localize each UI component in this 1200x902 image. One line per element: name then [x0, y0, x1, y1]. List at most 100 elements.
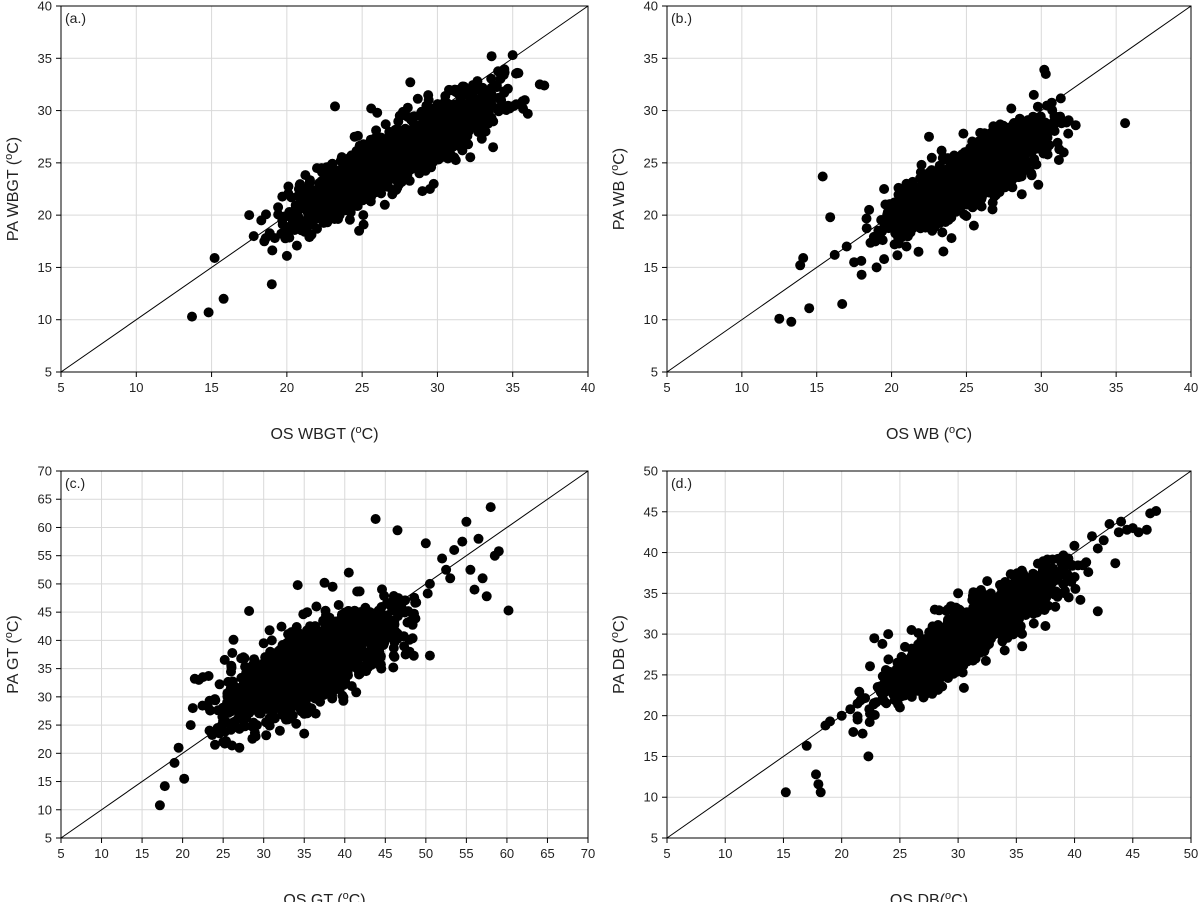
scatter-point: [259, 236, 270, 247]
scatter-point: [915, 167, 926, 178]
scatter-point: [290, 660, 301, 671]
scatter-point: [325, 682, 336, 693]
scatter-point: [331, 616, 342, 627]
scatter-point: [440, 121, 450, 132]
scatter-point: [239, 721, 250, 732]
scatter-point: [269, 713, 280, 724]
scatter-point: [424, 578, 435, 589]
x-tick-label: 15: [809, 380, 823, 395]
scatter-point: [958, 128, 969, 139]
scatter-point: [424, 650, 435, 661]
scatter-point: [983, 136, 993, 147]
scatter-point: [218, 715, 229, 726]
scatter-point: [327, 641, 338, 652]
scatter-point: [1042, 149, 1053, 160]
scatter-point: [1006, 141, 1017, 152]
scatter-point: [351, 646, 362, 657]
panel-label: (b.): [671, 10, 692, 26]
scatter-point: [251, 720, 262, 731]
scatter-point: [1033, 179, 1044, 190]
scatter-point: [284, 232, 295, 243]
scatter-point: [396, 134, 407, 145]
scatter-point: [436, 149, 447, 160]
scatter-point: [861, 223, 872, 234]
scatter-point: [893, 182, 904, 193]
scatter-point: [218, 293, 229, 304]
scatter-point: [370, 514, 381, 524]
scatter-point: [479, 117, 490, 128]
y-tick-label: 15: [644, 260, 658, 275]
scatter-point: [326, 164, 337, 174]
scatter-point: [348, 611, 359, 622]
y-tick-label: 55: [38, 548, 52, 563]
y-tick-label: 50: [38, 576, 52, 591]
scatter-point: [309, 200, 320, 211]
x-tick-label: 20: [280, 380, 294, 395]
scatter-point: [959, 163, 970, 174]
y-tick-label: 40: [644, 0, 658, 14]
scatter-point: [457, 536, 468, 547]
scatter-point: [363, 172, 374, 183]
gridlines: [667, 471, 1191, 838]
scatter-point: [954, 155, 965, 166]
scatter-point: [1055, 93, 1066, 104]
scatter-point: [392, 525, 403, 536]
plot-frame: [60, 5, 589, 373]
scatter-point: [987, 204, 998, 215]
y-tick-label: 20: [644, 208, 658, 223]
scatter-point: [285, 628, 295, 639]
scatter-point: [485, 502, 496, 513]
scatter-point: [1058, 147, 1069, 158]
scatter-point: [449, 545, 460, 555]
x-tick-label: 45: [378, 846, 392, 861]
scatter-point: [310, 708, 321, 719]
scatter-point: [845, 704, 856, 715]
scatter-point: [251, 693, 262, 704]
scatter-point: [299, 636, 310, 647]
scatter-point: [227, 648, 238, 658]
scatter-point: [481, 591, 492, 602]
scatter-point: [267, 245, 278, 256]
scatter-point: [380, 119, 391, 130]
y-tick-label: 35: [38, 661, 52, 676]
panel-3: 5 10 15 20 25 30 35 40 45 50 55 60 65 705101520253035…: [3, 464, 595, 902]
scatter-point: [861, 213, 872, 224]
scatter-point: [390, 625, 400, 636]
scatter-point: [327, 629, 338, 640]
scatter-point: [226, 719, 237, 730]
scatter-point: [388, 662, 399, 673]
scatter-point: [370, 638, 381, 649]
scatter-point: [1070, 120, 1081, 131]
scatter-point: [940, 207, 951, 218]
scatter-point: [298, 609, 309, 620]
x-tick-label: 25: [216, 846, 230, 861]
scatter-point: [440, 91, 451, 101]
scatter-point: [841, 241, 852, 252]
scatter-point: [248, 231, 259, 242]
scatter-point: [462, 105, 473, 116]
x-tick-label: 15: [204, 380, 218, 395]
scatter-point: [325, 213, 336, 224]
y-tick-label: 30: [38, 103, 52, 118]
y-tick-label: 5: [45, 831, 52, 846]
scatter-point: [299, 728, 310, 739]
scatter-point: [292, 580, 303, 591]
scatter-point: [256, 215, 267, 226]
scatter-point: [270, 660, 281, 671]
data-points: [780, 506, 1162, 798]
scatter-point: [913, 198, 924, 209]
scatter-point: [187, 703, 198, 714]
scatter-point: [322, 173, 333, 184]
scatter-point: [909, 209, 919, 220]
scatter-point: [877, 226, 888, 237]
scatter-point: [440, 129, 451, 140]
scatter-point: [310, 676, 321, 687]
scatter-point: [486, 51, 497, 62]
y-tick-label: 70: [38, 464, 52, 479]
scatter-point: [334, 169, 344, 180]
y-tick-label: 35: [644, 51, 658, 66]
y-tick-label: 15: [38, 774, 52, 789]
scatter-point: [1053, 155, 1064, 165]
scatter-point: [971, 144, 981, 155]
scatter-point: [159, 781, 170, 792]
